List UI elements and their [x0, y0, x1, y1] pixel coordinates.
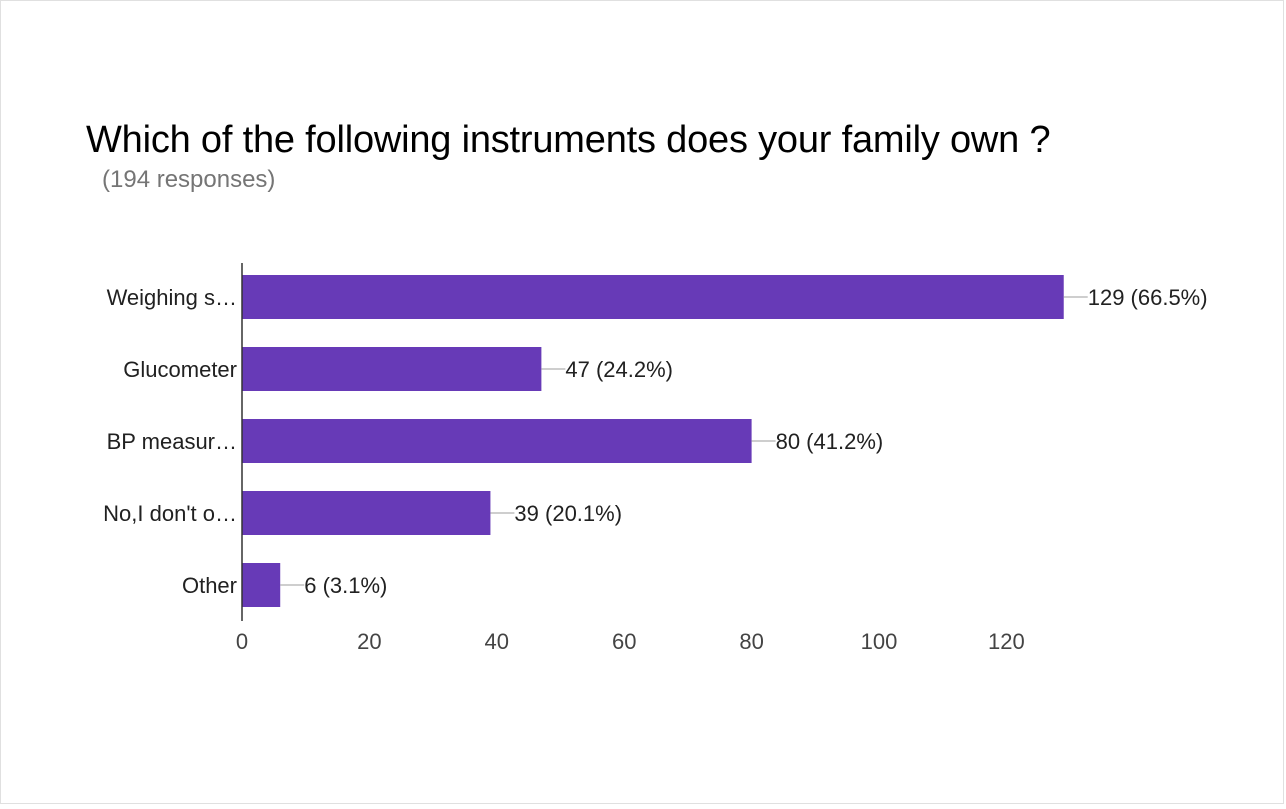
- bar: [242, 275, 1064, 319]
- bar: [242, 491, 491, 535]
- bar: [242, 347, 542, 391]
- x-tick-label: 40: [485, 629, 509, 654]
- x-tick-label: 100: [861, 629, 898, 654]
- x-tick-label: 0: [236, 629, 248, 654]
- category-label: Weighing s…: [107, 285, 237, 310]
- data-label: 80 (41.2%): [776, 429, 884, 454]
- bar: [242, 563, 281, 607]
- x-tick-label: 60: [612, 629, 636, 654]
- data-label: 6 (3.1%): [304, 573, 387, 598]
- category-label: Other: [182, 573, 237, 598]
- x-tick-label: 20: [357, 629, 381, 654]
- category-label: BP measur…: [107, 429, 237, 454]
- data-label: 129 (66.5%): [1088, 285, 1208, 310]
- chart-title: Which of the following instruments does …: [86, 119, 1051, 161]
- category-label: Glucometer: [123, 357, 237, 382]
- x-tick-label: 80: [739, 629, 763, 654]
- data-label: 47 (24.2%): [565, 357, 673, 382]
- category-label: No,I don't o…: [103, 501, 237, 526]
- x-tick-label: 120: [988, 629, 1025, 654]
- data-label: 39 (20.1%): [514, 501, 622, 526]
- response-count: (194 responses): [102, 166, 276, 193]
- bar: [242, 419, 752, 463]
